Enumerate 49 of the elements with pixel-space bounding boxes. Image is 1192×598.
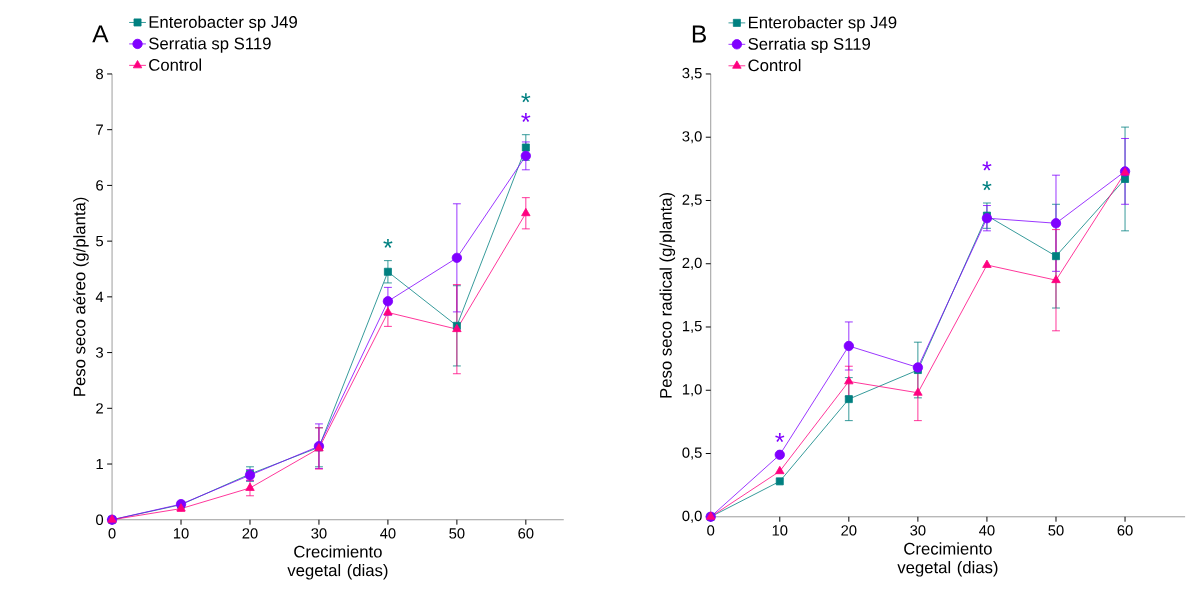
x-axis-title: Crecimiento vegetal (dias) — [897, 542, 998, 577]
x-axis-title: Crecimiento vegetal (dias) — [287, 545, 388, 580]
x-tick-label: 10 — [772, 525, 788, 536]
chart-title: A — [92, 25, 109, 43]
legend-label: Control — [748, 59, 801, 72]
x-tick-label: 40 — [380, 528, 396, 539]
y-tick-label: 1,5 — [682, 321, 702, 334]
legend-label: Enterobacter sp J49 — [748, 16, 897, 32]
x-tick-label: 10 — [173, 528, 189, 539]
y-tick-label: 6 — [96, 180, 104, 191]
x-tick-label: 60 — [1117, 525, 1133, 536]
x-tick-label: 0 — [108, 528, 116, 539]
y-tick-label: 3 — [96, 347, 104, 358]
annotation: * — [982, 181, 992, 191]
legend-label: Serratia sp S119 — [149, 37, 271, 53]
annotation: * — [521, 113, 531, 123]
y-tick-label: 3,0 — [682, 131, 702, 144]
x-tick-label: 60 — [518, 528, 534, 539]
y-axis-title: Peso seco aéreo (g/planta) — [72, 197, 89, 396]
y-tick-label: 1 — [96, 459, 103, 470]
y-tick-label: 0,5 — [682, 447, 702, 460]
y-tick-label: 2,0 — [682, 257, 702, 270]
x-tick-label: 30 — [311, 528, 327, 539]
y-tick-label: 2,5 — [682, 194, 702, 207]
legend-label: Enterobacter sp J49 — [149, 15, 297, 32]
x-tick-label: 40 — [979, 525, 995, 536]
y-tick-label: 3,5 — [682, 68, 702, 81]
y-axis-title: Peso seco radical (g/planta) — [659, 193, 676, 398]
legend-label: Control — [149, 58, 201, 72]
x-tick-label: 20 — [242, 528, 258, 539]
chart-title: B — [692, 25, 706, 43]
y-tick-label: 4 — [95, 291, 104, 303]
annotation: * — [383, 239, 393, 249]
x-tick-label: 0 — [707, 525, 715, 536]
annotation: * — [521, 93, 531, 103]
y-tick-label: 5 — [96, 236, 104, 247]
y-tick-label: 1,0 — [682, 384, 702, 397]
x-tick-label: 30 — [910, 525, 926, 536]
y-tick-label: 2 — [96, 403, 103, 414]
x-tick-label: 50 — [449, 528, 465, 539]
annotation: * — [775, 433, 785, 443]
y-tick-label: 8 — [96, 68, 104, 80]
legend-label: Serratia sp S119 — [748, 37, 871, 54]
y-tick-label: 0 — [96, 514, 104, 526]
y-tick-label: 7 — [96, 124, 103, 135]
x-tick-label: 20 — [841, 525, 857, 536]
annotation: * — [982, 161, 992, 171]
x-tick-label: 50 — [1048, 525, 1064, 536]
y-tick-label: 0,0 — [682, 510, 702, 524]
